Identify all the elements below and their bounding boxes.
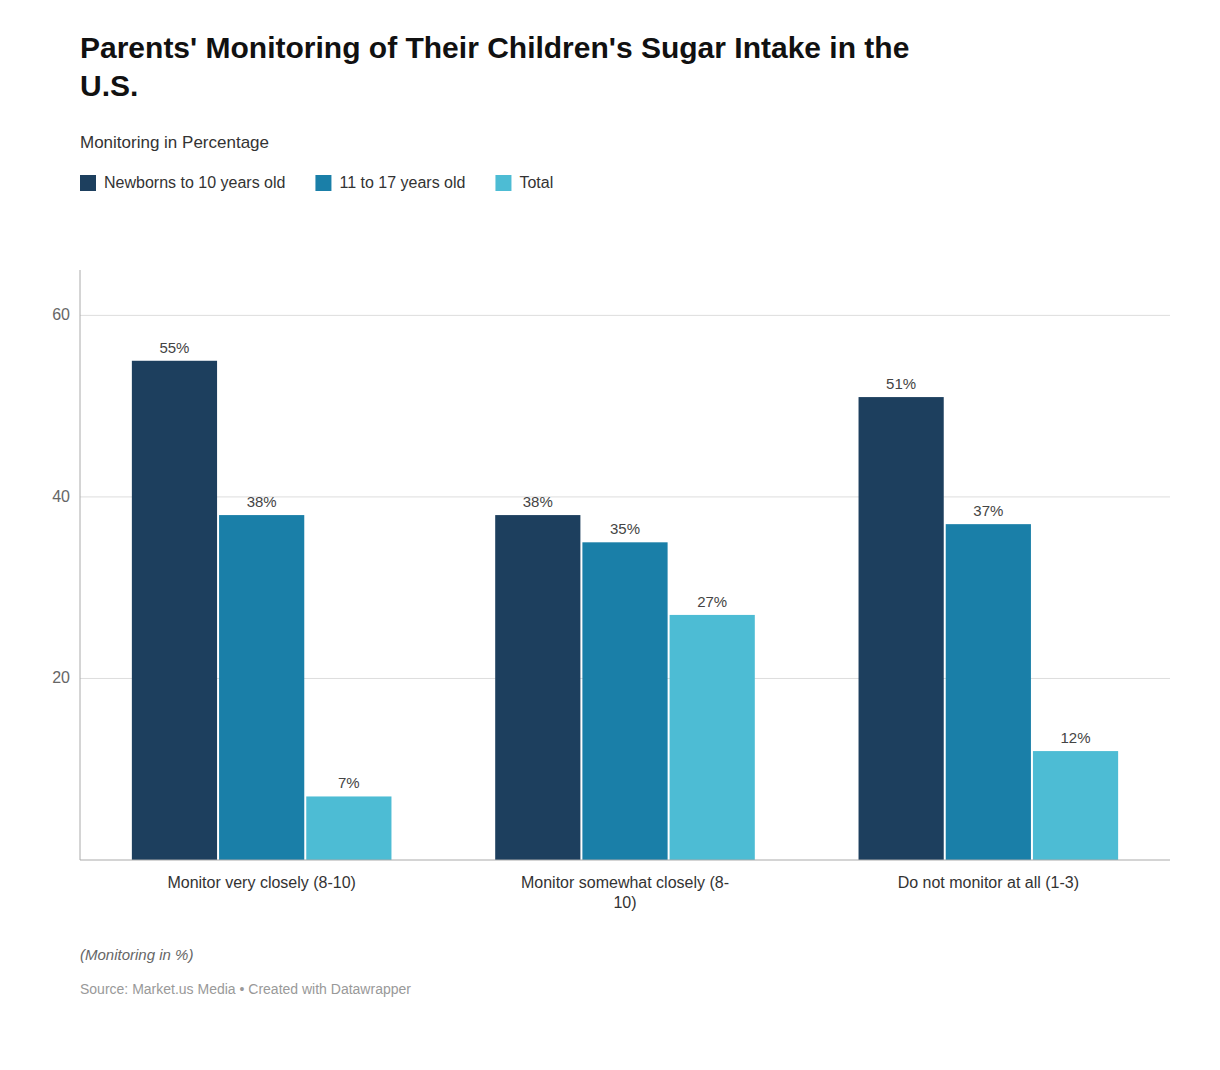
grid-line [80,315,1170,316]
grid-line [80,496,1170,497]
bar [670,615,755,860]
legend-swatch [80,175,96,191]
title-line: Parents' Monitoring of Their Children's … [80,31,909,64]
annotation: Source: Market.us Media • Created with D… [80,981,411,997]
x-tick-label-line: 10) [613,894,636,911]
bar [219,515,304,860]
annotation: (Monitoring in %) [80,946,193,963]
data-label: 37% [973,502,1003,519]
data-label: 55% [159,339,189,356]
y-tick-label: 20 [52,669,70,686]
y-axis-line [80,270,81,860]
chart: Parents' Monitoring of Their Children's … [0,0,1220,1070]
footer: (Monitoring in %) Source: Market.us Media… [80,946,411,997]
data-label: 12% [1061,729,1091,746]
bar [946,524,1031,860]
legend-label: Newborns to 10 years old [104,174,285,191]
bar [582,542,667,860]
annotation-line: (Monitoring in %) [80,946,193,963]
data-label: 35% [610,520,640,537]
bar [495,515,580,860]
annotation-line: Source: Market.us Media • Created with D… [80,981,411,997]
x-tick-label-line: Do not monitor at all (1-3) [898,874,1079,891]
bar [306,796,391,860]
x-tick-label: Monitor somewhat closely (8- 10) [521,874,729,911]
bar [1033,751,1118,860]
bar [859,397,944,860]
data-label: 38% [523,493,553,510]
data-label: 38% [247,493,277,510]
bars [132,361,1118,860]
title: Parents' Monitoring of Their Children's … [80,31,909,102]
x-tick-label: Monitor very closely (8-10) [167,874,356,891]
y-tick-label: 60 [52,306,70,323]
data-label: 27% [697,593,727,610]
x-axis-line [80,860,1170,861]
x-tick-label-line: Monitor somewhat closely (8- [521,874,729,891]
x-axis: Monitor very closely (8-10) Monitor somew… [80,860,1170,911]
legend-swatch [315,175,331,191]
background [0,0,1220,1070]
title-line: U.S. [80,69,138,102]
subtitle: Monitoring in Percentage [80,133,269,152]
legend-swatch [495,175,511,191]
data-label: 51% [886,375,916,392]
data-label: 7% [338,774,360,791]
legend-label: 11 to 17 years old [339,174,465,191]
data-labels: 55% 38% 51% 38% 35% 37% 7% 27% 12% [159,339,1090,792]
legend-label: Total [519,174,553,191]
y-axis: 20 40 60 [52,270,1170,860]
legend: Newborns to 10 years old 11 to 17 years o… [80,174,553,191]
x-tick-label: Do not monitor at all (1-3) [898,874,1079,891]
bar [132,361,217,860]
subtitle-line: Monitoring in Percentage [80,133,269,152]
y-tick-label: 40 [52,488,70,505]
x-tick-label-line: Monitor very closely (8-10) [167,874,356,891]
